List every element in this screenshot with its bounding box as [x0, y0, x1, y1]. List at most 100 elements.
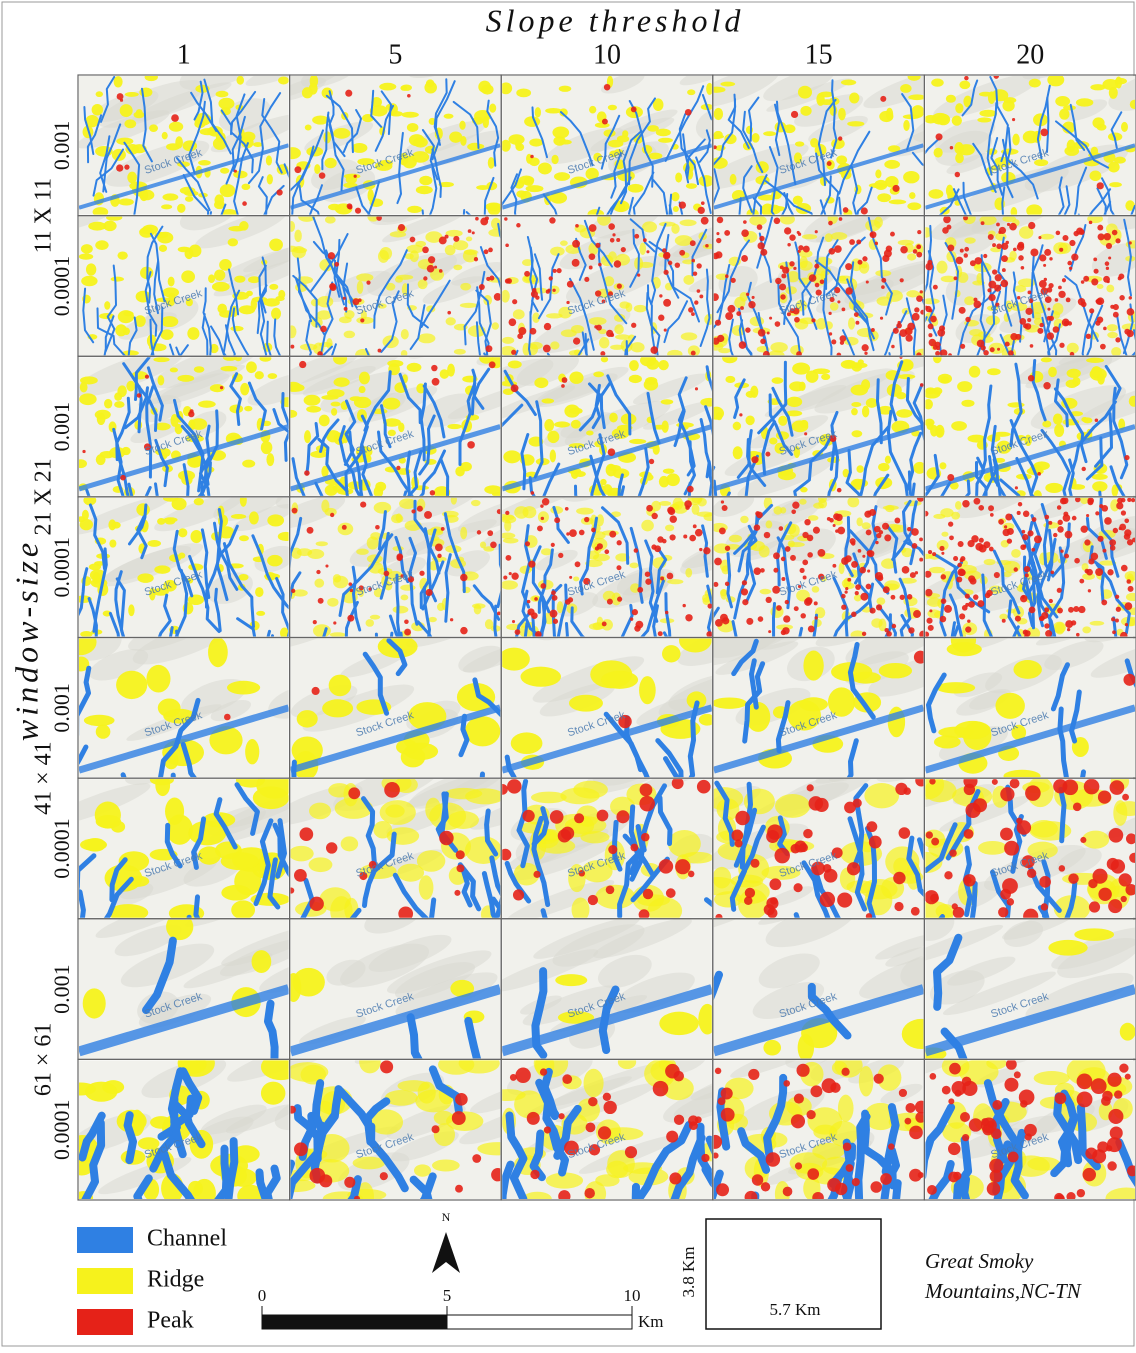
ridge-patch: [941, 532, 948, 537]
peak-dot: [893, 872, 905, 884]
peak-dot: [1084, 539, 1090, 545]
ridge-patch: [766, 520, 773, 528]
peak-dot: [1049, 599, 1053, 603]
peak-dot: [1056, 231, 1061, 236]
ridge-patch: [560, 240, 568, 246]
peak-dot: [871, 328, 875, 332]
peak-dot: [1109, 539, 1116, 546]
peak-dot: [490, 542, 497, 549]
peak-dot: [541, 517, 544, 520]
peak-dot: [515, 1068, 530, 1083]
peak-dot: [944, 605, 952, 613]
ridge-patch: [934, 735, 961, 748]
peak-dot: [949, 535, 954, 540]
peak-dot: [847, 578, 851, 582]
ridge-patch: [330, 632, 346, 637]
peak-dot: [524, 271, 530, 277]
peak-dot: [953, 1172, 961, 1180]
ridge-patch: [424, 82, 437, 94]
ridge-patch: [851, 430, 862, 437]
peak-dot: [936, 133, 943, 140]
peak-dot: [349, 582, 353, 586]
ridge-patch: [79, 393, 96, 405]
peak-dot: [905, 335, 912, 342]
ridge-patch: [1002, 216, 1016, 222]
ridge-patch: [341, 836, 358, 851]
ridge-patch: [453, 240, 468, 250]
ridge-patch: [851, 402, 861, 407]
ridge-patch: [400, 584, 415, 590]
peak-dot: [1125, 1074, 1131, 1080]
ridge-patch: [321, 499, 329, 512]
peak-dot: [342, 525, 347, 530]
peak-dot: [1104, 517, 1112, 525]
peak-dot: [460, 574, 468, 582]
row-label: 0.001: [49, 683, 74, 733]
peak-dot: [802, 560, 808, 566]
peak-dot: [958, 541, 964, 547]
peak-dot: [866, 821, 877, 832]
peak-dot: [791, 111, 798, 118]
ridge-patch: [379, 83, 396, 91]
peak-dot: [634, 548, 639, 553]
peak-dot: [881, 278, 886, 283]
peak-dot: [1119, 295, 1124, 300]
ridge-patch: [856, 465, 863, 473]
ridge-patch: [1113, 800, 1127, 826]
peak-dot: [992, 243, 996, 247]
ridge-patch: [659, 222, 676, 227]
ridge-patch: [576, 508, 594, 515]
peak-dot: [472, 231, 475, 234]
peak-dot: [1119, 524, 1126, 531]
peak-dot: [455, 1093, 468, 1106]
peak-dot: [434, 266, 437, 269]
ridge-patch: [599, 337, 609, 348]
ridge-patch: [572, 898, 590, 922]
peak-dot: [460, 627, 468, 635]
peak-dot: [717, 335, 724, 342]
peak-dot: [430, 490, 435, 495]
peak-dot: [888, 1143, 894, 1149]
peak-dot: [875, 541, 878, 544]
peak-dot: [932, 552, 936, 556]
peak-dot: [1071, 620, 1076, 625]
ridge-patch: [242, 460, 255, 468]
peak-dot: [641, 833, 650, 842]
peak-dot: [1047, 332, 1054, 339]
peak-dot: [565, 507, 569, 511]
peak-dot: [530, 155, 534, 159]
ridge-patch: [1115, 77, 1122, 89]
peak-dot: [869, 509, 876, 516]
ridge-patch: [795, 141, 804, 146]
ridge-patch: [995, 693, 1024, 719]
peak-dot: [546, 290, 550, 294]
ridge-patch: [96, 91, 103, 97]
ridge-patch: [978, 841, 1007, 855]
ridge-patch: [84, 715, 115, 726]
ridge-patch: [214, 270, 225, 281]
peak-dot: [1025, 785, 1041, 801]
peak-dot: [358, 298, 362, 302]
ridge-patch: [813, 368, 831, 374]
ridge-patch: [150, 1116, 172, 1129]
peak-dot: [829, 332, 832, 335]
peak-dot: [1097, 182, 1104, 189]
ridge-patch: [266, 453, 274, 466]
peak-dot: [635, 621, 643, 629]
peak-dot: [1040, 129, 1048, 137]
peak-dot: [964, 76, 968, 80]
ridge-patch: [177, 375, 194, 382]
ridge-patch: [667, 579, 683, 584]
ridge-patch: [454, 349, 466, 355]
peak-dot: [441, 527, 445, 531]
peak-dot: [533, 871, 540, 878]
ridge-patch: [559, 86, 572, 92]
peak-dot: [715, 251, 722, 258]
peak-dot: [479, 284, 485, 290]
ridge-patch: [569, 695, 603, 712]
peak-dot: [978, 505, 984, 511]
peak-dot: [810, 1085, 822, 1097]
peak-dot: [954, 1090, 961, 1097]
peak-dot: [404, 629, 411, 636]
peak-dot: [970, 260, 976, 266]
